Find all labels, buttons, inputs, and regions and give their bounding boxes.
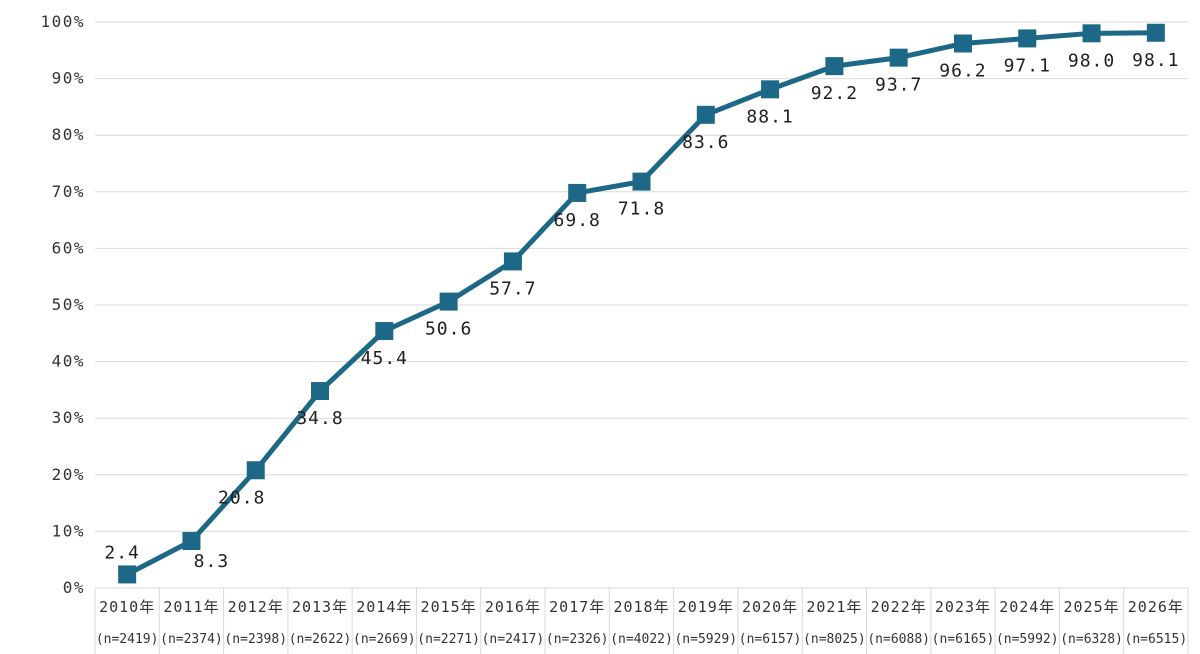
data-point-marker	[953, 34, 972, 53]
data-point-marker	[311, 382, 330, 401]
x-axis-n-label: (n=2419)	[96, 632, 159, 647]
data-point-marker	[889, 48, 908, 67]
data-point-marker	[568, 183, 587, 202]
x-axis-n-label: (n=2622)	[289, 632, 352, 647]
y-axis-tick-label: 70%	[52, 182, 85, 201]
data-point-label: 92.2	[811, 83, 858, 104]
y-axis-tick-label: 100%	[40, 12, 85, 31]
x-axis-year-label: 2016年	[485, 598, 541, 616]
data-point-marker	[1082, 24, 1101, 43]
x-axis-n-label: (n=6328)	[1060, 632, 1123, 647]
data-point-marker	[1018, 29, 1037, 48]
x-axis-n-label: (n=6515)	[1125, 632, 1188, 647]
x-axis-n-label: (n=5929)	[674, 632, 737, 647]
data-point-label: 2.4	[104, 542, 140, 563]
x-axis-n-label: (n=6165)	[932, 632, 995, 647]
y-axis-tick-label: 20%	[52, 465, 85, 484]
x-axis-n-label: (n=2374)	[160, 632, 223, 647]
data-point-marker	[182, 532, 201, 551]
y-axis-tick-label: 60%	[52, 238, 85, 257]
data-point-label: 97.1	[1004, 55, 1051, 76]
series-line	[124, 30, 1159, 577]
x-axis-n-label: (n=2398)	[224, 632, 287, 647]
data-point-label: 34.8	[296, 408, 343, 429]
data-point-marker	[632, 172, 651, 191]
data-point-label: 69.8	[554, 210, 601, 231]
y-axis-tick-label: 0%	[63, 578, 85, 597]
y-axis-tick-label: 80%	[52, 125, 85, 144]
data-point-label: 83.6	[682, 132, 729, 153]
x-axis-year-label: 2011年	[163, 598, 219, 616]
data-point-label: 20.8	[218, 487, 265, 508]
data-point-label: 98.0	[1068, 50, 1115, 71]
x-axis-year-label: 2014年	[356, 598, 412, 616]
data-point-label: 57.7	[489, 278, 536, 299]
x-axis-n-label: (n=2271)	[417, 632, 480, 647]
x-axis-n-label: (n=4022)	[610, 632, 673, 647]
data-point-label: 96.2	[939, 61, 986, 82]
x-axis-year-label: 2020年	[742, 598, 798, 616]
x-axis-year-label: 2017年	[549, 598, 605, 616]
data-point-label: 50.6	[425, 319, 472, 340]
x-axis-year-label: 2026年	[1128, 598, 1184, 616]
data-point-marker	[825, 57, 844, 76]
x-axis-n-label: (n=6088)	[867, 632, 930, 647]
data-point-label: 88.1	[746, 106, 793, 127]
x-axis-n-label: (n=8025)	[803, 632, 866, 647]
data-point-marker	[118, 565, 137, 584]
data-point-marker	[761, 80, 780, 99]
data-point-label: 98.1	[1132, 50, 1179, 71]
y-axis-tick-label: 90%	[52, 69, 85, 88]
y-axis-tick-label: 40%	[52, 352, 85, 371]
x-axis-n-label: (n=2669)	[353, 632, 416, 647]
data-point-marker	[375, 322, 394, 341]
x-axis-year-label: 2021年	[806, 598, 862, 616]
data-point-marker	[1146, 23, 1165, 42]
data-point-label: 71.8	[618, 199, 665, 220]
data-point-marker	[696, 105, 715, 124]
x-axis-year-label: 2022年	[871, 598, 927, 616]
x-axis-year-label: 2018年	[613, 598, 669, 616]
x-axis-year-label: 2019年	[678, 598, 734, 616]
y-axis-tick-label: 50%	[52, 295, 85, 314]
x-axis-year-label: 2015年	[421, 598, 477, 616]
x-axis-year-label: 2010年	[99, 598, 155, 616]
x-axis-year-label: 2013年	[292, 598, 348, 616]
data-point-marker	[439, 292, 458, 311]
x-axis-year-label: 2023年	[935, 598, 991, 616]
x-axis-n-label: (n=6157)	[739, 632, 802, 647]
data-point-label: 45.4	[361, 348, 408, 369]
y-axis-tick-label: 10%	[52, 521, 85, 540]
y-axis-tick-label: 30%	[52, 408, 85, 427]
x-axis-n-label: (n=2417)	[482, 632, 545, 647]
x-axis-year-label: 2024年	[999, 598, 1055, 616]
data-point-marker	[246, 461, 265, 480]
data-point-label: 93.7	[875, 75, 922, 96]
x-axis-year-label: 2012年	[228, 598, 284, 616]
data-point-marker	[503, 252, 522, 271]
data-point-label: 8.3	[194, 551, 230, 572]
x-axis-year-label: 2025年	[1063, 598, 1119, 616]
x-axis-n-label: (n=2326)	[546, 632, 609, 647]
x-axis-n-label: (n=5992)	[996, 632, 1059, 647]
